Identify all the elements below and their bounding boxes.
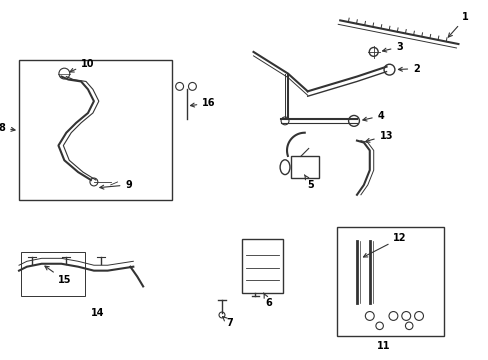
Text: 7: 7 bbox=[223, 317, 232, 328]
Text: 13: 13 bbox=[365, 131, 392, 142]
Text: 16: 16 bbox=[190, 98, 215, 108]
Text: 3: 3 bbox=[382, 42, 402, 52]
Text: 15: 15 bbox=[45, 266, 72, 285]
Text: 14: 14 bbox=[91, 308, 104, 318]
Bar bbox=[19, 60, 171, 200]
Text: 11: 11 bbox=[376, 341, 389, 351]
Text: 9: 9 bbox=[100, 180, 132, 190]
Text: 4: 4 bbox=[362, 111, 384, 121]
Bar bbox=[337, 227, 443, 336]
Text: 6: 6 bbox=[263, 293, 271, 308]
Text: 5: 5 bbox=[304, 175, 314, 190]
Text: 2: 2 bbox=[398, 64, 419, 73]
Bar bbox=[241, 239, 283, 293]
Bar bbox=[290, 156, 318, 178]
Text: 8: 8 bbox=[0, 123, 15, 133]
Text: 10: 10 bbox=[70, 59, 94, 72]
Bar bbox=[21, 252, 85, 296]
Text: 12: 12 bbox=[363, 233, 406, 257]
Text: 1: 1 bbox=[447, 12, 468, 37]
